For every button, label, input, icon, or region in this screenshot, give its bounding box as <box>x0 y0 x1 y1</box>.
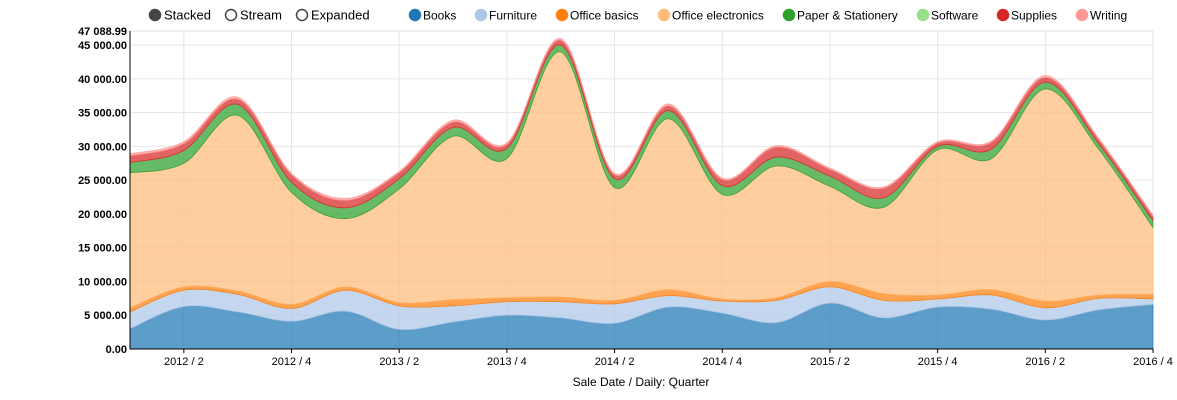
legend-swatch <box>1075 8 1089 22</box>
chart-controls: Stacked Stream Expanded <box>148 8 370 23</box>
legend-swatch <box>408 8 422 22</box>
legend-item[interactable]: Software <box>916 8 979 23</box>
legend-swatch <box>474 8 488 22</box>
chart-legend: Books Furniture Office basics Office electr… <box>408 8 1128 23</box>
y-tick-label: 5 000.00 <box>84 310 127 322</box>
stacked-areas <box>129 37 1154 350</box>
control-stacked[interactable]: Stacked <box>148 8 211 23</box>
control-stream-label: Stream <box>240 8 282 23</box>
y-tick-label: 30 000.00 <box>78 141 127 153</box>
x-tick-label: 2014 / 2 <box>595 356 635 368</box>
x-tick-label: 2015 / 2 <box>810 356 850 368</box>
x-tick-label: 2012 / 2 <box>164 356 204 368</box>
legend-item[interactable]: Office basics <box>555 8 639 23</box>
control-expanded[interactable]: Expanded <box>295 8 370 23</box>
control-stream-radio[interactable] <box>224 8 238 22</box>
legend-item[interactable]: Office electronics <box>657 8 764 23</box>
y-tick-label: 40 000.00 <box>78 74 127 86</box>
y-tick-label: 10 000.00 <box>78 276 127 288</box>
legend-item[interactable]: Furniture <box>474 8 538 23</box>
x-tick-label: 2013 / 4 <box>487 356 527 368</box>
x-axis-label: Sale Date / Daily: Quarter <box>573 375 710 389</box>
legend-swatch <box>782 8 796 22</box>
x-tick-label: 2016 / 2 <box>1025 356 1065 368</box>
legend-label: Furniture <box>489 9 537 23</box>
x-tick-label: 2012 / 4 <box>272 356 312 368</box>
y-tick-label: 20 000.00 <box>78 209 127 221</box>
legend-swatch <box>996 8 1010 22</box>
legend-label: Writing <box>1090 9 1127 23</box>
control-expanded-label: Expanded <box>311 8 370 23</box>
control-stream[interactable]: Stream <box>224 8 282 23</box>
legend-swatch <box>916 8 930 22</box>
legend-item[interactable]: Writing <box>1075 8 1128 23</box>
legend-item[interactable]: Paper & Stationery <box>782 8 898 23</box>
area-series <box>129 37 1154 218</box>
y-tick-label: 25 000.00 <box>78 175 127 187</box>
legend-item[interactable]: Supplies <box>996 8 1058 23</box>
control-expanded-radio[interactable] <box>295 8 309 22</box>
y-tick-label: 0.00 <box>106 344 127 356</box>
x-tick-label: 2015 / 4 <box>918 356 958 368</box>
legend-label: Office electronics <box>672 9 764 23</box>
x-tick-label: 2013 / 2 <box>379 356 419 368</box>
axes: 0.00 5 000.00 10 000.00 15 000.00 20 000.00 2… <box>78 26 1173 368</box>
y-tick-label: 47 088.99 <box>78 26 127 38</box>
legend-label: Supplies <box>1011 9 1057 23</box>
legend-swatch <box>555 8 569 22</box>
legend-label: Office basics <box>570 9 638 23</box>
legend-label: Software <box>931 9 979 23</box>
y-tick-label: 45 000.00 <box>78 40 127 52</box>
legend-label: Paper & Stationery <box>797 9 898 23</box>
x-tick-label: 2016 / 4 <box>1133 356 1173 368</box>
x-tick-label: 2014 / 4 <box>702 356 742 368</box>
legend-swatch <box>657 8 671 22</box>
y-tick-label: 15 000.00 <box>78 243 127 255</box>
legend-item[interactable]: Books <box>408 8 457 23</box>
y-tick-label: 35 000.00 <box>78 108 127 120</box>
control-stacked-label: Stacked <box>164 8 211 23</box>
legend-label: Books <box>423 9 456 23</box>
control-stacked-radio[interactable] <box>148 8 162 22</box>
